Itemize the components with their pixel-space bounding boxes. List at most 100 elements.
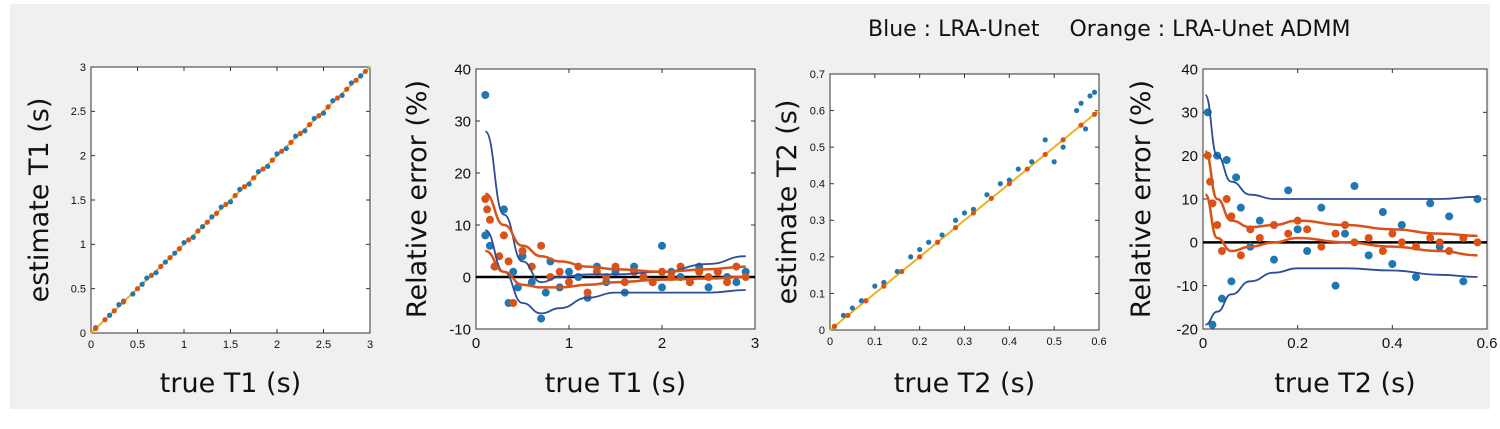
data-point-blue — [1459, 277, 1468, 286]
data-point-blue — [1331, 281, 1340, 290]
data-point-orange — [917, 254, 923, 260]
x-axis-label: true T2 (s) — [1274, 368, 1415, 399]
data-point-orange — [723, 278, 732, 287]
data-point-blue — [1073, 107, 1080, 114]
x-tick-label: 1.5 — [223, 339, 238, 351]
legend: Blue : LRA-Unet Orange : LRA-Unet ADMM — [868, 17, 1380, 42]
y-tick-label: 0.2 — [810, 252, 825, 264]
x-tick-label: 2 — [658, 335, 666, 352]
data-point-blue — [358, 73, 364, 79]
data-point-blue — [658, 283, 666, 292]
x-axis-label: true T1 (s) — [545, 368, 686, 399]
data-point-blue — [970, 206, 977, 212]
legend-orange-label: Orange : LRA-Unet ADMM — [1069, 17, 1351, 42]
data-point-orange — [1378, 247, 1387, 255]
data-point-orange — [306, 122, 313, 128]
y-tick-label: 1.5 — [71, 195, 86, 207]
data-point-blue — [849, 305, 856, 311]
x-axis-label: true T2 (s) — [894, 368, 1035, 399]
fit-line-blue_line — [1205, 267, 1478, 326]
data-point-blue — [181, 239, 187, 246]
fit-line-blue_line — [1204, 94, 1478, 200]
data-point-blue — [1350, 182, 1359, 190]
data-point-blue — [1029, 159, 1035, 165]
data-point-blue — [485, 241, 494, 250]
y-axis-label: Relative error (%) — [1126, 80, 1157, 318]
data-point-orange — [935, 239, 941, 245]
data-point-orange — [583, 288, 592, 297]
x-tick-label: 0.2 — [1287, 335, 1308, 352]
y-tick-label: 10 — [1181, 191, 1198, 208]
data-point-orange — [988, 195, 995, 201]
data-point-blue — [984, 192, 990, 198]
data-point-blue — [908, 254, 914, 260]
x-tick-label: 0.3 — [957, 336, 972, 348]
data-point-blue — [917, 246, 923, 253]
data-point-blue — [1397, 221, 1406, 229]
data-point-orange — [518, 247, 527, 255]
data-point-blue — [311, 115, 317, 122]
data-point-orange — [1331, 229, 1340, 238]
y-tick-label: 0.7 — [810, 69, 825, 81]
x-tick-label: 0.6 — [1091, 336, 1106, 348]
data-point-orange — [899, 268, 905, 275]
y-axis-label: estimate T2 (s) — [772, 100, 803, 305]
x-axis-label: true T1 (s) — [160, 368, 301, 399]
y-tick-label: 40 — [1181, 61, 1198, 78]
y-tick-label: 2 — [80, 151, 86, 163]
data-point-orange — [279, 148, 285, 154]
data-point-blue — [997, 181, 1003, 187]
data-point-orange — [1426, 234, 1435, 242]
data-point-orange — [134, 286, 141, 292]
data-point-blue — [481, 231, 490, 240]
x-tick-label: 0.6 — [1477, 335, 1498, 352]
data-point-orange — [509, 299, 518, 307]
data-point-orange — [495, 252, 504, 261]
data-point-blue — [255, 169, 261, 175]
x-tick-label: 0 — [827, 336, 833, 348]
x-tick-label: 0 — [1199, 335, 1207, 352]
data-point-blue — [1255, 216, 1264, 225]
chart-4: 0 0.2 0.4 0.6 -20 -10 0 10 20 30 40 true T2 (s) Rela… — [1126, 61, 1497, 399]
data-point-orange — [176, 246, 182, 252]
y-tick-label: 0.5 — [71, 284, 86, 296]
data-point-orange — [1091, 111, 1098, 117]
data-point-blue — [1426, 199, 1435, 208]
data-point-blue — [107, 312, 113, 318]
x-tick-label: 3 — [751, 335, 759, 352]
data-point-blue — [302, 128, 308, 134]
data-point-blue — [116, 302, 122, 308]
data-point-orange — [863, 298, 869, 304]
data-point-blue — [1217, 294, 1226, 303]
y-tick-label: 1 — [80, 239, 86, 251]
data-point-blue — [246, 181, 252, 187]
y-tick-label: -10 — [1176, 278, 1198, 295]
data-point-orange — [148, 272, 155, 278]
data-point-orange — [565, 278, 573, 287]
y-tick-label: 0.5 — [810, 142, 825, 154]
y-tick-label: 0 — [1190, 235, 1198, 252]
data-point-blue — [704, 283, 713, 292]
data-point-blue — [293, 133, 299, 139]
data-point-blue — [190, 234, 196, 240]
data-point-blue — [1317, 203, 1326, 212]
data-point-blue — [858, 298, 864, 304]
data-point-orange — [251, 175, 257, 181]
data-point-orange — [186, 237, 192, 243]
data-point-blue — [153, 270, 159, 276]
data-point-blue — [274, 151, 280, 157]
fit-line-orange — [484, 192, 746, 274]
data-point-orange — [334, 95, 341, 101]
x-tick-label: 0 — [88, 339, 94, 351]
data-point-blue — [320, 110, 327, 116]
data-point-blue — [227, 199, 234, 205]
data-point-blue — [481, 91, 490, 99]
data-point-orange — [1255, 234, 1264, 242]
data-point-blue — [872, 283, 878, 289]
data-point-orange — [499, 231, 508, 240]
data-point-orange — [241, 184, 248, 190]
fit-line-orange — [1204, 150, 1478, 238]
fit-line-orange — [484, 249, 746, 289]
data-point-orange — [1435, 238, 1444, 247]
